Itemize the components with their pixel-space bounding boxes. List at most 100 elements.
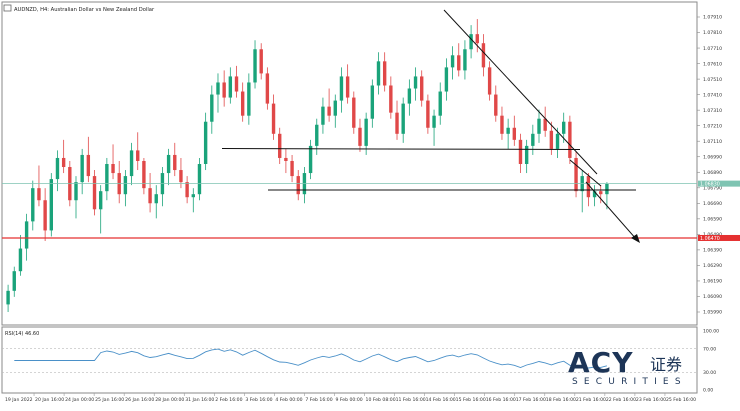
candle-body — [500, 115, 504, 134]
candle-body — [401, 103, 405, 134]
candle-body — [173, 154, 177, 171]
drawn-objects — [221, 9, 640, 243]
candle-body — [599, 191, 603, 195]
price-tick-label: 1.06090 — [703, 294, 722, 300]
candle-body — [512, 127, 517, 140]
time-tick-label: 15 Feb 16:00 — [456, 397, 486, 403]
candle-body — [37, 188, 41, 201]
current-price-tag: 1.06830 — [698, 180, 740, 187]
candle-body — [531, 133, 535, 146]
candle-body — [197, 164, 202, 195]
logo-sub: SECURITIES — [572, 377, 687, 387]
time-tick-label: 31 Jan 16:00 — [185, 397, 214, 403]
time-tick-label: 18 Feb 16:00 — [546, 397, 576, 403]
time-tick-label: 2 Feb 16:00 — [215, 397, 242, 403]
chart-window-icon[interactable] — [3, 4, 12, 12]
candle-body — [370, 85, 375, 119]
price-tick-label: 1.07110 — [703, 139, 722, 145]
candle-body — [506, 127, 510, 134]
logo-brand: ACY — [568, 346, 634, 379]
candle-body — [555, 133, 560, 149]
candle-body — [592, 191, 597, 198]
candle-body — [278, 133, 282, 158]
channel-trend-line[interactable] — [569, 159, 602, 187]
time-tick-label: 3 Feb 16:00 — [245, 397, 272, 403]
candle-body — [426, 100, 430, 128]
current-price-tag-bg — [698, 180, 740, 187]
candle-body — [432, 115, 436, 128]
candle-body — [574, 157, 578, 192]
candle-body — [61, 157, 66, 168]
candle-body — [31, 188, 35, 222]
candle-body — [216, 82, 220, 95]
price-tick-label: 1.07810 — [703, 30, 722, 36]
candle-body — [543, 118, 547, 131]
price-tick-label: 1.06190 — [703, 279, 722, 285]
time-tick-label: 19 Jan 2022 — [5, 397, 33, 403]
candle-body — [389, 85, 393, 113]
candle-body — [210, 94, 214, 122]
resistance-horizontal-line[interactable] — [221, 148, 581, 150]
candle-body — [129, 150, 134, 177]
candle-body — [364, 118, 368, 146]
candle-body — [395, 112, 399, 134]
time-tick-label: 25 Jan 16:00 — [95, 397, 124, 403]
grid-layer — [33, 393, 666, 396]
time-tick-label: 17 Feb 16:00 — [516, 397, 546, 403]
candle-body — [327, 106, 331, 116]
candle-body — [179, 170, 183, 183]
candle-body — [265, 73, 270, 104]
forecast-arrow-line[interactable] — [585, 181, 638, 241]
candle-body — [24, 221, 29, 249]
candle-body — [481, 43, 486, 68]
candle-body — [191, 194, 195, 198]
time-tick-label: 20 Jan 16:00 — [35, 397, 64, 403]
candle-body — [376, 61, 381, 86]
candle-body — [98, 191, 103, 210]
candle-body — [568, 121, 572, 158]
candle-body — [111, 164, 115, 174]
candle-body — [562, 121, 566, 134]
price-tick-label: 1.06390 — [703, 248, 722, 254]
candle-body — [240, 91, 245, 116]
chart-header: AUDNZD, H4: Australian Dollar vs New Zea… — [3, 4, 155, 13]
support-price-tag-bg — [698, 234, 740, 241]
chart-title: AUDNZD, H4: Australian Dollar vs New Zea… — [14, 7, 155, 13]
time-axis: 19 Jan 2022 20 Jan 16:00 24 Jan 00:00 25 Ja… — [5, 397, 696, 403]
rsi-scale-label: 0.00 — [703, 388, 713, 394]
candle-body — [321, 106, 325, 125]
candle-body — [74, 182, 78, 201]
main-plot-frame — [1, 1, 698, 326]
candle-body — [234, 76, 239, 92]
candle-body — [55, 157, 60, 180]
price-tick-label: 1.06790 — [703, 185, 722, 191]
support-price-tag-label: 1.06470 — [700, 236, 720, 242]
price-tick-label: 1.07310 — [703, 108, 722, 114]
candle-body — [296, 176, 300, 195]
candle-body — [148, 188, 152, 204]
candle-body — [420, 76, 424, 101]
candle-body — [80, 154, 84, 183]
candle-body — [142, 160, 146, 189]
candle-body — [259, 49, 263, 74]
descending-trend-line[interactable] — [443, 9, 598, 175]
time-tick-label: 23 Feb 16:00 — [636, 397, 666, 403]
candle-body — [185, 182, 189, 198]
price-tick-label: 1.07210 — [703, 123, 722, 129]
candle-body — [463, 49, 467, 71]
time-tick-label: 16 Feb 16:00 — [486, 397, 516, 403]
candle-body — [92, 176, 97, 210]
time-tick-label: 14 Feb 16:00 — [426, 397, 456, 403]
time-tick-label: 9 Feb 00:00 — [335, 397, 362, 403]
candle-body — [271, 103, 276, 134]
candle-body — [457, 55, 461, 71]
candle-body — [105, 164, 109, 192]
price-tick-label: 1.07510 — [703, 77, 722, 83]
candle-body — [605, 183, 609, 195]
rsi-scale-label: 30.00 — [703, 370, 716, 376]
candle-body — [284, 157, 288, 161]
time-tick-label: 4 Feb 00:00 — [275, 397, 302, 403]
candle-body — [222, 82, 226, 98]
price-tick-label: 1.06690 — [703, 201, 722, 207]
